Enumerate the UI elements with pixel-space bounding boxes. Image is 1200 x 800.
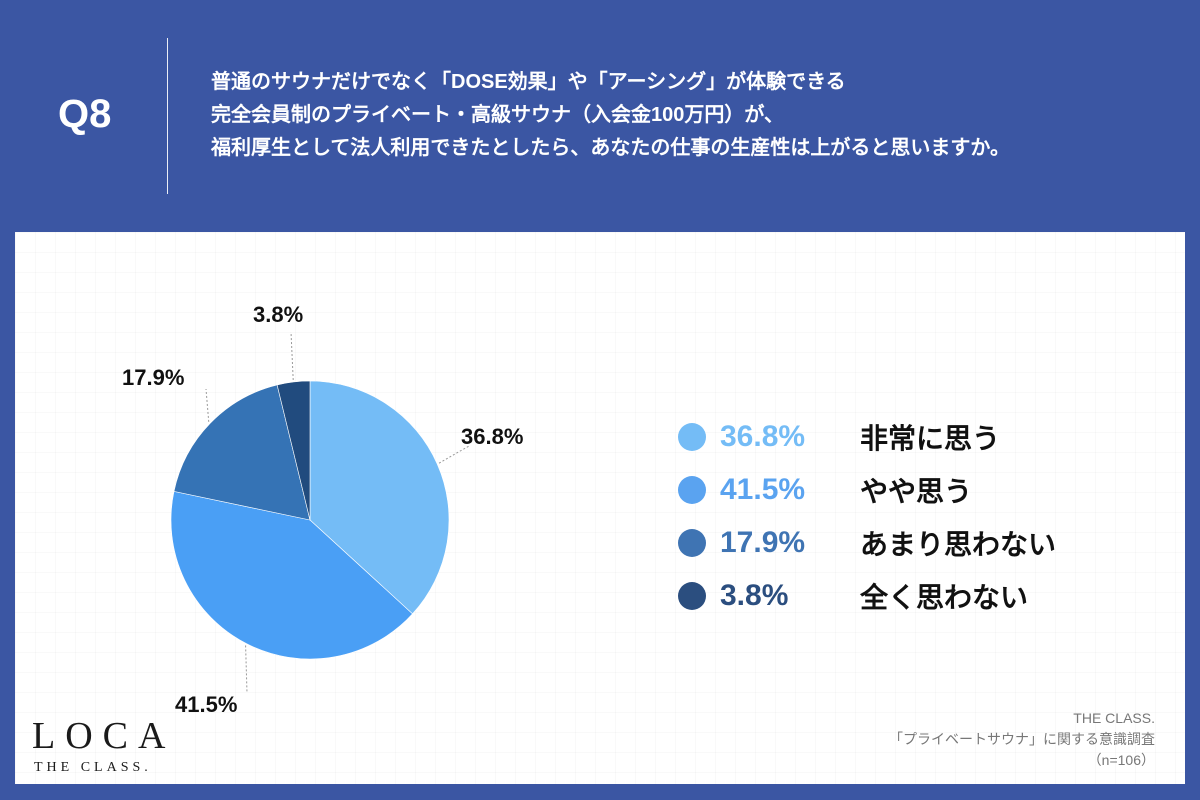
legend-pct: 3.8% — [720, 578, 789, 612]
pie-chart — [170, 331, 470, 694]
legend-dot-icon — [678, 581, 706, 610]
pie-label-not-at-all: 3.8% — [253, 302, 304, 327]
pie-label-somewhat: 41.5% — [175, 692, 238, 717]
legend-pct: 17.9% — [720, 525, 806, 559]
source-line-3: （n=106） — [1087, 752, 1155, 768]
leader-line — [290, 331, 294, 381]
legend-item-somewhat: 41.5% やや思う — [678, 463, 1056, 516]
brand-logo: LOCA THE CLASS. — [32, 716, 175, 776]
legend-item-very-much: 36.8% 非常に思う — [678, 410, 1056, 463]
legend-dot-icon — [678, 528, 706, 557]
slice-not-at-all — [276, 380, 311, 521]
legend-label: 全く思わない — [860, 581, 1029, 613]
pie-label-not-much: 17.9% — [122, 365, 185, 390]
question-line-2: 完全会員制のプライベート・高級サウナ（入会金100万円）が、 — [211, 104, 784, 126]
question-line-1: 普通のサウナだけでなく「DOSE効果」や「アーシング」が体験できる — [211, 71, 846, 93]
slice-not-much — [173, 384, 311, 521]
source-note: THE CLASS. 「プライベートサウナ」に関する意識調査 （n=106） — [889, 708, 1155, 771]
chart-card: 36.8% 41.5% 17.9% 3.8% 36.8% 非常に思う 41.5%… — [15, 232, 1185, 784]
legend-label: やや思う — [860, 475, 973, 507]
chart-legend: 36.8% 非常に思う 41.5% やや思う 17.9% あまり思わない 3.8… — [678, 410, 1056, 622]
source-line-1: THE CLASS. — [1073, 710, 1155, 726]
legend-label: あまり思わない — [860, 528, 1057, 560]
question-line-3: 福利厚生として法人利用できたとしたら、あなたの仕事の生産性は上がると思いますか。 — [211, 137, 1010, 159]
leader-line — [245, 645, 248, 694]
slice-very-much — [309, 380, 450, 615]
leader-line — [205, 388, 210, 422]
legend-item-not-much: 17.9% あまり思わない — [678, 516, 1056, 569]
question-text: 普通のサウナだけでなく「DOSE効果」や「アーシング」が体験できる 完全会員制の… — [211, 66, 1171, 165]
legend-item-not-at-all: 3.8% 全く思わない — [678, 569, 1056, 622]
header-banner: Q8 普通のサウナだけでなく「DOSE効果」や「アーシング」が体験できる 完全会… — [0, 0, 1200, 232]
pie-label-very-much: 36.8% — [461, 424, 524, 449]
legend-pct: 41.5% — [720, 472, 806, 506]
legend-pct: 36.8% — [720, 419, 806, 453]
legend-dot-icon — [678, 422, 706, 451]
legend-dot-icon — [678, 475, 706, 504]
leader-line — [438, 445, 470, 464]
logo-sub-text: THE CLASS. — [34, 760, 152, 775]
slice-somewhat — [170, 491, 413, 660]
source-line-2: 「プライベートサウナ」に関する意識調査 — [889, 731, 1155, 747]
question-number: Q8 — [58, 92, 112, 136]
legend-label: 非常に思う — [860, 422, 1001, 454]
header-divider — [167, 38, 168, 194]
logo-main-text: LOCA — [32, 715, 176, 757]
